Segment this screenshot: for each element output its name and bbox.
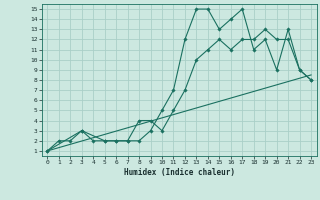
X-axis label: Humidex (Indice chaleur): Humidex (Indice chaleur) [124, 168, 235, 177]
